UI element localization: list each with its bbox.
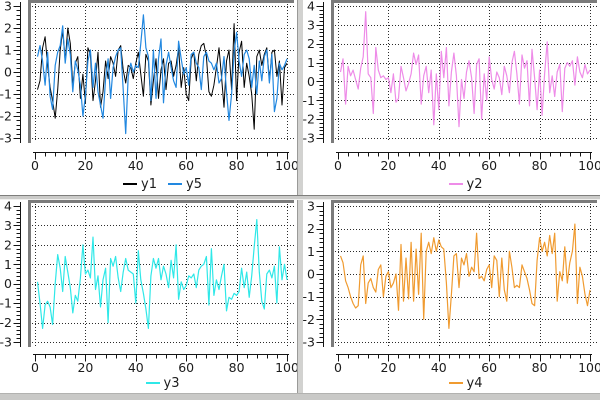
x-tick-label: 80 (532, 158, 548, 173)
x-tick-label: 80 (532, 360, 548, 375)
canvas-frame-left (28, 0, 31, 143)
y-tick-label: -2 (303, 312, 315, 327)
legend-label: y2 (466, 176, 483, 192)
y-tick-label: 1 (307, 244, 315, 259)
plot-panel-bottom-right: 3 2 1 0 -1 -2 -3 0 20 40 60 80 100 y4 (303, 199, 600, 393)
y-tick-label: 0 (307, 267, 315, 282)
x-tick-label: 40 (128, 360, 144, 375)
plot-panel-bottom-left: 4 3 2 1 0 -1 -2 -3 0 20 40 60 80 100 y3 (0, 199, 299, 393)
window-bottom-edge (0, 393, 600, 400)
y-tick-label: 1 (307, 55, 315, 70)
y-tick-label: 0 (4, 65, 12, 80)
x-tick-label: 80 (229, 360, 245, 375)
x-tick-label: 0 (31, 158, 39, 173)
x-tick-label: 20 (380, 360, 396, 375)
chart-plot-y4: 3 2 1 0 -1 -2 -3 0 20 40 60 80 100 (303, 199, 600, 376)
y-tick-label: 1 (4, 257, 12, 272)
legend-line-sample (448, 183, 463, 185)
x-tick-label: 60 (481, 158, 497, 173)
x-tick-label: 100 (578, 158, 600, 173)
y-tick-label: 4 (4, 199, 12, 214)
legend-line-sample (123, 183, 138, 185)
x-tick-label: 60 (178, 360, 194, 375)
legend-item-y1: y1 (123, 177, 157, 192)
series-line-y5 (36, 14, 288, 135)
x-tick-label: 0 (334, 360, 342, 375)
x-tick-label: 60 (481, 360, 497, 375)
legend-item-y2: y2 (448, 176, 483, 192)
y-tick-label: -1 (303, 289, 315, 304)
x-tick-label: 100 (578, 360, 600, 375)
x-tick-label: 40 (128, 158, 144, 173)
canvas-frame-left (28, 200, 31, 347)
x-tick-label: 40 (431, 360, 447, 375)
x-tick-label: 100 (275, 158, 299, 173)
series-line-y4 (339, 223, 591, 329)
y-tick-label: 3 (4, 218, 12, 233)
y-tick-label: -2 (303, 112, 315, 127)
x-tick-label: 80 (229, 158, 245, 173)
legend-item-y3: y3 (145, 375, 180, 391)
legend-label: y1 (141, 176, 157, 192)
y-tick-label: 0 (307, 74, 315, 89)
legend-plot-y2: y2 (334, 176, 597, 192)
canvas-frame-top (331, 0, 597, 3)
y-tick-label: 4 (307, 0, 315, 14)
y-tick-label: -3 (303, 131, 315, 146)
y-tick-label: 3 (307, 199, 315, 214)
y-tick-label: 1 (4, 43, 12, 58)
legend-plot-y1-y5: y1 y5 (31, 176, 294, 192)
x-tick-label: 0 (334, 158, 342, 173)
y-tick-label: -1 (0, 296, 12, 311)
y-tick-label: -3 (0, 335, 12, 350)
y-tick-label: 2 (4, 21, 12, 36)
legend-label: y5 (186, 176, 202, 192)
plot-panel-top-right: 4 3 2 1 0 -1 -2 -3 0 20 40 60 80 100 y2 (303, 0, 600, 195)
y-tick-label: -2 (0, 109, 12, 124)
legend-item-y4: y4 (448, 375, 483, 391)
x-tick-label: 60 (178, 158, 194, 173)
y-tick-label: -3 (0, 131, 12, 146)
legend-plot-y4: y4 (334, 375, 597, 391)
canvas-frame-left (331, 200, 334, 347)
canvas-frame-top (28, 0, 294, 3)
legend-item-y5: y5 (168, 177, 202, 192)
y-tick-label: -2 (0, 315, 12, 330)
legend-plot-y3: y3 (31, 375, 294, 391)
canvas-frame-top (28, 200, 294, 203)
legend-line-sample (145, 382, 160, 384)
y-tick-label: 3 (307, 17, 315, 32)
legend-line-sample (448, 382, 463, 384)
y-tick-label: 0 (4, 276, 12, 291)
x-tick-label: 0 (31, 360, 39, 375)
legend-label: y3 (163, 375, 180, 391)
y-tick-label: 2 (4, 237, 12, 252)
chart-plot-y3: 4 3 2 1 0 -1 -2 -3 0 20 40 60 80 100 (0, 199, 299, 376)
y-tick-label: -1 (0, 87, 12, 102)
x-tick-label: 20 (380, 158, 396, 173)
series-line-y3 (36, 219, 288, 329)
legend-label: y4 (466, 375, 483, 391)
x-tick-label: 20 (77, 360, 93, 375)
x-tick-label: 20 (77, 158, 93, 173)
horizontal-splitter-handle[interactable] (0, 195, 600, 200)
y-tick-label: 3 (4, 0, 12, 14)
y-tick-label: -3 (303, 335, 315, 350)
legend-line-sample (168, 183, 182, 185)
x-tick-label: 100 (275, 360, 299, 375)
canvas-frame-left (331, 0, 334, 143)
series-line-y2 (339, 11, 591, 128)
canvas-frame-top (331, 200, 597, 203)
y-tick-label: 2 (307, 36, 315, 51)
y-tick-label: -1 (303, 93, 315, 108)
y-tick-label: 2 (307, 221, 315, 236)
plot-panel-top-left: 3 2 1 0 -1 -2 -3 0 20 40 60 80 100 y1 y5 (0, 0, 299, 195)
chart-plot-y2: 4 3 2 1 0 -1 -2 -3 0 20 40 60 80 100 (303, 0, 600, 173)
chart-plot-y1-y5: 3 2 1 0 -1 -2 -3 0 20 40 60 80 100 (0, 0, 299, 173)
x-tick-label: 40 (431, 158, 447, 173)
